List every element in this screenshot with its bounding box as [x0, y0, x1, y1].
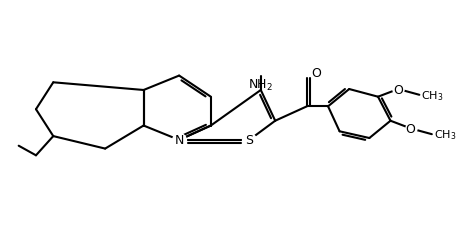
Text: CH$_3$: CH$_3$ — [421, 88, 444, 102]
Text: N: N — [174, 134, 184, 147]
Text: S: S — [245, 134, 253, 147]
Text: CH$_3$: CH$_3$ — [434, 128, 456, 142]
Text: O: O — [311, 67, 321, 80]
Text: O: O — [406, 122, 415, 135]
Text: NH$_2$: NH$_2$ — [248, 77, 273, 92]
Text: O: O — [393, 83, 403, 96]
